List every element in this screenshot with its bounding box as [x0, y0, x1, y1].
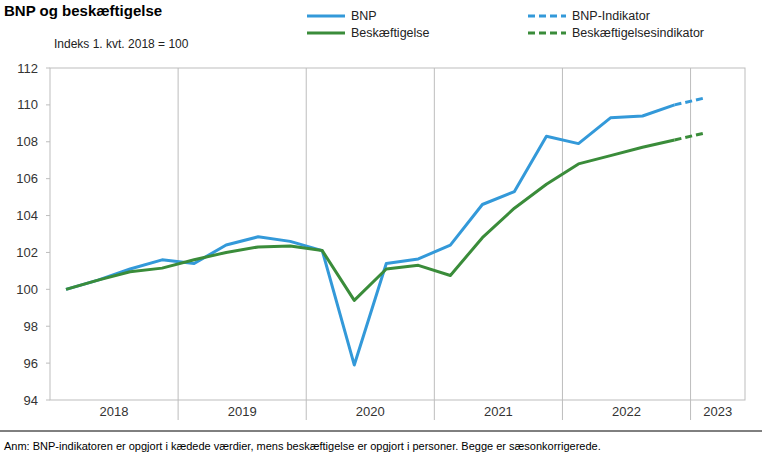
series-line	[66, 140, 675, 300]
series-line	[66, 105, 675, 365]
series-line	[675, 133, 707, 140]
x-tick-label: 2023	[703, 404, 732, 419]
legend-label: BNP-Indikator	[572, 9, 650, 23]
legend-swatch	[307, 32, 345, 35]
subtitle: Indeks 1. kvt. 2018 = 100	[54, 37, 189, 51]
legend-label: Beskæftigelsesindikator	[572, 26, 704, 40]
x-tick-label: 2022	[612, 404, 641, 419]
x-grid-line	[690, 68, 691, 420]
series-group	[66, 98, 707, 365]
legend-swatch	[528, 15, 566, 18]
legend-label: BNP	[351, 9, 377, 23]
y-tick-label: 110	[17, 97, 38, 112]
chart: BNP og beskæftigelse Indeks 1. kvt. 2018 …	[0, 0, 768, 456]
y-tick-label: 102	[16, 245, 38, 260]
x-grid-line	[306, 68, 307, 420]
plot-frame	[50, 68, 745, 400]
note: Anm: BNP-indikatoren er opgjort i kædede…	[4, 440, 601, 452]
y-tick	[46, 215, 50, 216]
y-tick-label: 108	[16, 134, 38, 149]
y-tick-label: 104	[16, 208, 38, 223]
y-tick-label: 100	[16, 282, 38, 297]
y-tick	[46, 141, 50, 142]
y-tick-label: 106	[16, 171, 38, 186]
x-tick-label: 2019	[228, 404, 257, 419]
bottom-rule	[0, 431, 762, 432]
y-tick-label: 94	[24, 393, 38, 408]
y-tick	[46, 178, 50, 179]
y-tick	[46, 289, 50, 290]
x-tick-label: 2018	[100, 404, 129, 419]
y-tick	[46, 68, 50, 69]
title: BNP og beskæftigelse	[4, 2, 162, 19]
x-grid-line	[178, 68, 179, 420]
y-tick-label: 112	[17, 61, 38, 76]
series-line	[675, 98, 707, 105]
x-tick-label: 2020	[356, 404, 385, 419]
y-tick	[46, 400, 50, 401]
legend-swatch	[528, 32, 566, 35]
y-tick	[46, 326, 50, 327]
x-grid-line	[434, 68, 435, 420]
legend-label: Beskæftigelse	[351, 26, 430, 40]
x-grid-line	[562, 68, 563, 420]
legend-swatch	[307, 15, 345, 18]
y-tick	[46, 363, 50, 364]
x-tick-label: 2021	[484, 404, 513, 419]
y-tick-label: 98	[24, 319, 38, 334]
y-tick-label: 96	[24, 356, 38, 371]
y-tick	[46, 252, 50, 253]
y-tick	[46, 104, 50, 105]
